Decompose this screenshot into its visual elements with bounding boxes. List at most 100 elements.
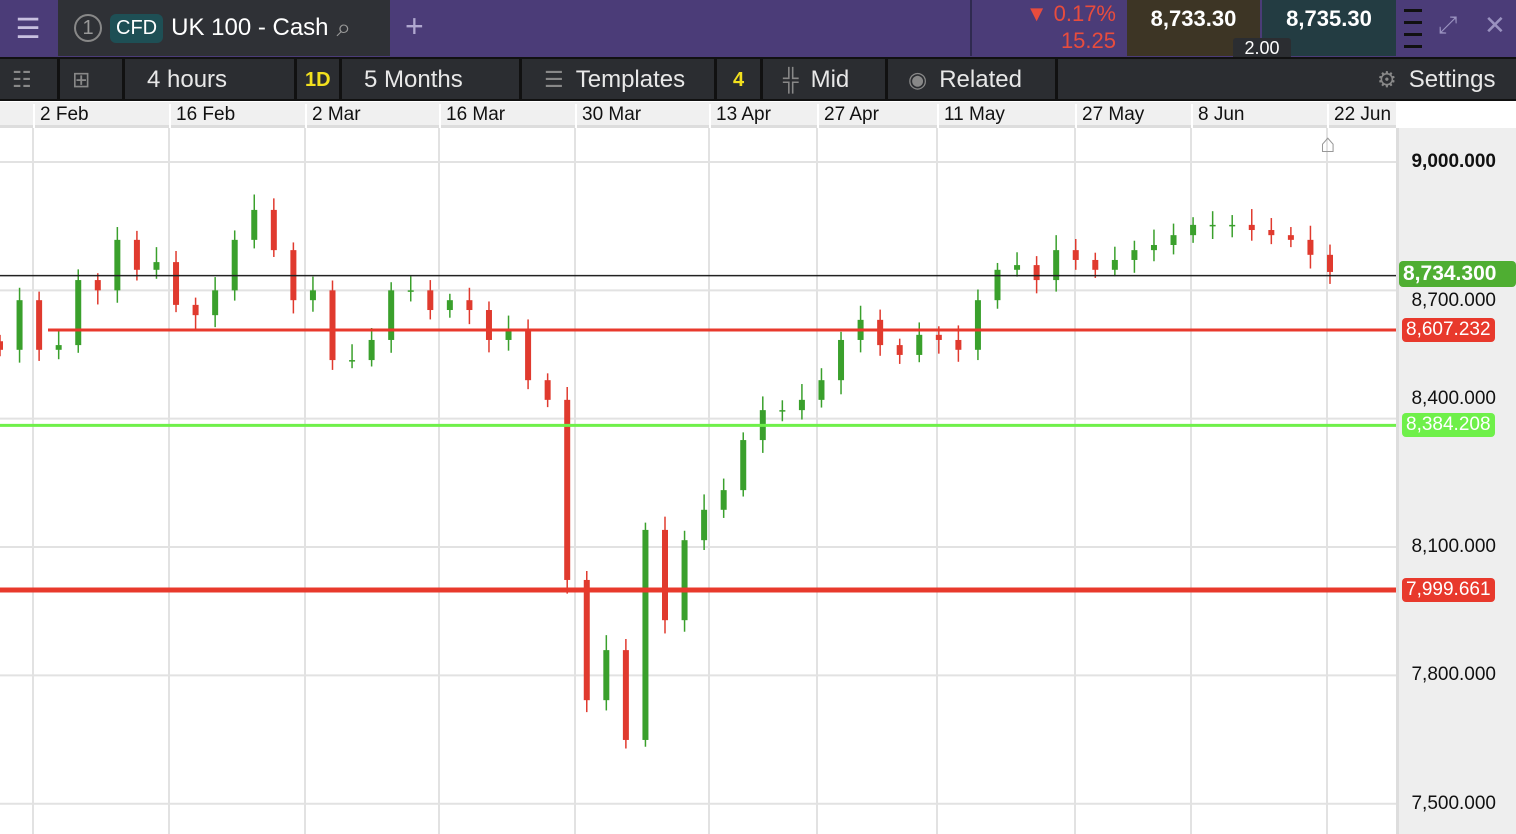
- interval-select[interactable]: 4 hours: [125, 59, 297, 101]
- templates-button[interactable]: ☰ Templates: [522, 59, 717, 101]
- y-tick-label: 7,500.000: [1411, 792, 1496, 814]
- date-axis: 2 Feb 16 Feb 2 Mar 16 Mar 30 Mar 13 Apr 27 Apr…: [0, 102, 1396, 128]
- level-tag-last-price[interactable]: 8,734.300: [1399, 260, 1516, 287]
- y-tick-label: 9,000.000: [1411, 151, 1496, 172]
- candle-body: [309, 290, 316, 301]
- candle-body: [1072, 250, 1079, 260]
- level-tag-support[interactable]: 8,384.208: [1402, 413, 1495, 438]
- settings-button[interactable]: ⚙ Settings: [1365, 59, 1495, 101]
- candle-body: [1131, 250, 1138, 260]
- candle-body: [1092, 259, 1099, 270]
- candle-body: [75, 280, 82, 346]
- candles-icon: ╬: [783, 67, 799, 92]
- price-change: ▼ 0.17% 15.25: [970, 0, 1126, 56]
- add-tab-button[interactable]: +: [405, 8, 424, 44]
- drag-handle-icon[interactable]: [1404, 0, 1422, 56]
- sliders-icon: ☰: [544, 67, 564, 92]
- candle-body: [251, 209, 258, 240]
- candle-body: [1053, 250, 1060, 281]
- candle-body: [994, 269, 1001, 301]
- settings-label: Settings: [1408, 66, 1496, 93]
- price-axis[interactable]: 9,000.000 8,700.000 8,400.000 8,100.000 7,80…: [1396, 128, 1516, 834]
- hamburger-menu-icon[interactable]: ☰: [15, 12, 41, 44]
- count-label: 4: [733, 68, 745, 91]
- candle-body: [55, 345, 62, 350]
- candle-body: [544, 380, 551, 400]
- instrument-tab[interactable]: 1 CFD UK 100 - Cash ⌕: [58, 0, 390, 56]
- candle-body: [231, 239, 238, 291]
- search-icon[interactable]: ⌕: [336, 12, 352, 42]
- candle-body: [505, 330, 512, 340]
- candle-body: [1327, 254, 1333, 272]
- interval-label: 4 hours: [147, 66, 228, 93]
- candle-body: [1170, 235, 1177, 245]
- candle-body: [525, 330, 532, 381]
- candle-body: [1268, 230, 1275, 236]
- candle-body: [466, 300, 473, 311]
- candle-body: [1111, 259, 1118, 270]
- candle-body: [701, 509, 708, 541]
- candle-body: [838, 339, 845, 381]
- chart-toolbar: ☷ ⊞ 4 hours 1D 5 Months ☰ Templates 4 ╬ Mi…: [0, 57, 1516, 101]
- candle-body: [485, 310, 492, 340]
- candle-body: [1287, 235, 1294, 240]
- candle-body: [955, 339, 962, 350]
- eye-icon: ◉: [908, 67, 928, 92]
- spread-value: 2.00: [1233, 38, 1291, 58]
- period-select[interactable]: 5 Months: [342, 59, 522, 101]
- candle-body: [642, 529, 649, 740]
- gear-icon: ⚙: [1377, 67, 1397, 92]
- instrument-name: UK 100 - Cash: [171, 14, 329, 41]
- expand-icon[interactable]: ⤢: [1438, 12, 1458, 39]
- x-tick-label: 8 Jun: [1191, 104, 1244, 128]
- level-tag-resistance[interactable]: 8,607.232: [1402, 318, 1495, 343]
- templates-label: Templates: [575, 66, 686, 93]
- x-tick-label: 27 Apr: [817, 104, 879, 128]
- candle-body: [720, 490, 727, 510]
- period-badge: 1D: [305, 68, 331, 91]
- candle-body: [192, 304, 199, 316]
- y-tick-label: 8,700.000: [1411, 290, 1496, 312]
- candle-body: [662, 529, 668, 621]
- candle-body: [896, 345, 903, 355]
- tab-number: 1: [74, 14, 102, 42]
- candle-body: [173, 262, 180, 305]
- candle-body: [153, 262, 160, 270]
- candle-body: [114, 239, 121, 291]
- candle-body: [974, 300, 981, 350]
- candle-body: [1248, 224, 1255, 231]
- candle-body: [349, 360, 356, 362]
- period-1d-button[interactable]: 1D: [297, 59, 342, 101]
- candle-body: [1014, 265, 1021, 270]
- candle-body: [1229, 224, 1236, 227]
- candle-body: [779, 410, 786, 412]
- list-icon[interactable]: ☷: [0, 59, 60, 101]
- x-tick-label: 2 Feb: [33, 104, 89, 128]
- change-absolute: 15.25: [1060, 28, 1116, 53]
- close-icon[interactable]: ✕: [1484, 10, 1506, 40]
- candle-body: [0, 341, 3, 350]
- candle-body: [681, 540, 688, 621]
- change-percent: 0.17%: [1053, 1, 1116, 26]
- cfd-badge: CFD: [110, 13, 164, 43]
- candle-body: [1190, 224, 1197, 236]
- x-tick-label: 13 Apr: [709, 104, 771, 128]
- x-tick-label: 16 Mar: [439, 104, 505, 128]
- candle-body: [564, 399, 571, 580]
- candle-body: [368, 339, 375, 361]
- candle-body: [1033, 265, 1040, 281]
- candle-body: [388, 290, 395, 340]
- x-tick-label: 22 Jun: [1327, 104, 1391, 128]
- layout-icon[interactable]: ⊞: [60, 59, 125, 101]
- home-marker-icon[interactable]: ⌂: [1320, 128, 1336, 158]
- candle-body: [603, 650, 610, 701]
- x-tick-label: 30 Mar: [575, 104, 641, 128]
- price-chart[interactable]: [0, 128, 1396, 834]
- related-button[interactable]: ◉ Related: [888, 59, 1058, 101]
- x-tick-label: 2 Mar: [305, 104, 361, 128]
- price-type-button[interactable]: ╬ Mid: [763, 59, 888, 101]
- y-tick-label: 7,800.000: [1411, 664, 1496, 686]
- level-tag-resistance[interactable]: 7,999.661: [1402, 577, 1495, 602]
- x-tick-label: 16 Feb: [169, 104, 235, 128]
- candle-body: [212, 290, 219, 316]
